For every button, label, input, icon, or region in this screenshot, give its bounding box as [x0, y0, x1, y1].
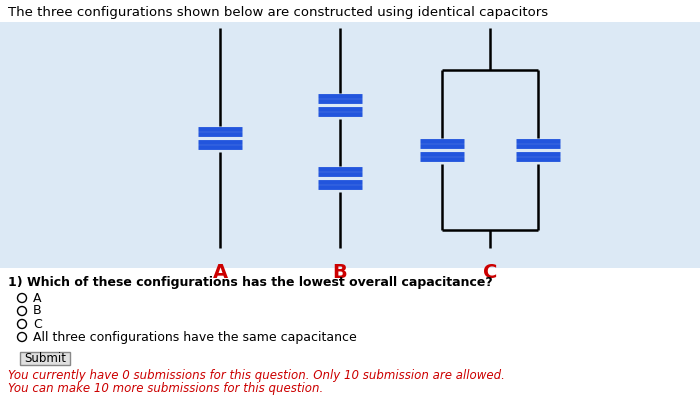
FancyBboxPatch shape	[20, 352, 70, 365]
Bar	[0, 22, 700, 268]
Text: The three configurations shown below are constructed using identical capacitors: The three configurations shown below are…	[8, 6, 548, 19]
Text: Submit: Submit	[24, 352, 66, 364]
Text: C: C	[483, 263, 497, 282]
Text: A: A	[212, 263, 228, 282]
Text: C: C	[33, 317, 42, 330]
Text: 1) Which of these configurations has the lowest overall capacitance?: 1) Which of these configurations has the…	[8, 276, 493, 289]
Text: You currently have 0 submissions for this question. Only 10 submission are allow: You currently have 0 submissions for thi…	[8, 369, 505, 382]
Text: A: A	[33, 292, 41, 305]
Text: All three configurations have the same capacitance: All three configurations have the same c…	[33, 330, 357, 344]
Text: B: B	[332, 263, 347, 282]
Text: B: B	[33, 305, 41, 317]
Text: You can make 10 more submissions for this question.: You can make 10 more submissions for thi…	[8, 382, 323, 395]
